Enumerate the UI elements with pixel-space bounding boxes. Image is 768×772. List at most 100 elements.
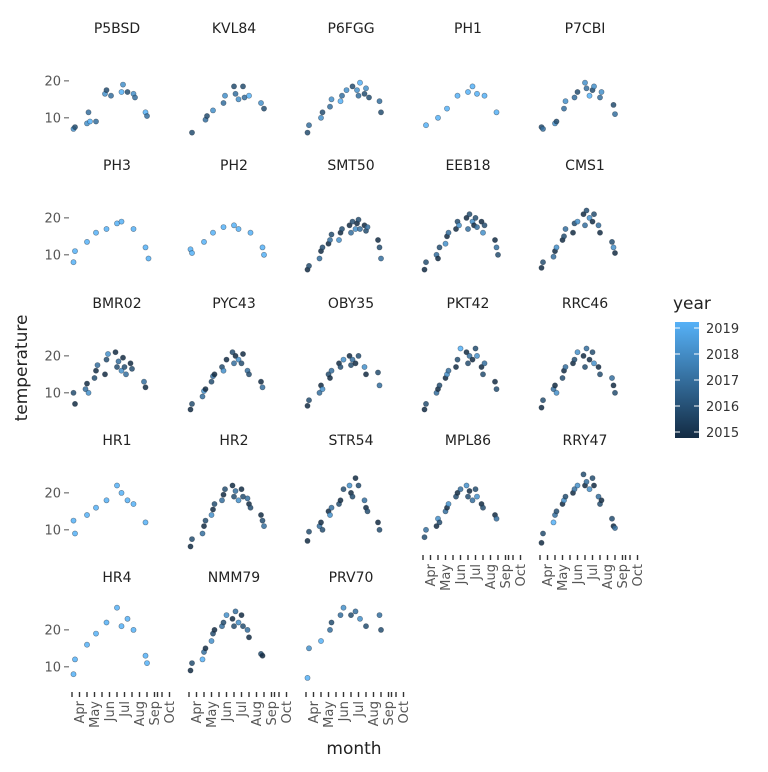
data-point (247, 504, 254, 511)
data-point (187, 406, 194, 413)
data-point (130, 501, 137, 507)
data-point (436, 519, 443, 526)
data-point (220, 224, 227, 230)
data-point (232, 90, 239, 97)
data-point (235, 226, 242, 232)
data-point (93, 229, 99, 236)
data-point (363, 623, 369, 630)
data-point (85, 109, 92, 116)
data-point (127, 360, 134, 367)
data-point (436, 244, 443, 251)
data-point (571, 356, 578, 363)
data-point (469, 356, 476, 363)
data-point (366, 94, 372, 101)
data-point (591, 482, 597, 489)
data-point (85, 389, 92, 396)
data-point (210, 229, 216, 236)
legend-title: year (673, 294, 711, 314)
data-point (352, 608, 359, 615)
data-point (540, 259, 546, 266)
data-point (118, 367, 125, 374)
data-point (204, 113, 210, 119)
data-point (189, 250, 195, 256)
data-point (538, 404, 545, 411)
data-point (466, 352, 473, 359)
facet-panel: KVL84 (189, 21, 267, 136)
data-point (591, 360, 597, 367)
x-tick-label: Sep (616, 564, 631, 589)
data-point (70, 671, 77, 678)
data-point (466, 211, 473, 218)
data-point (246, 634, 252, 641)
data-point (363, 371, 369, 378)
data-point (124, 497, 131, 504)
data-point (72, 656, 78, 663)
data-point (210, 107, 216, 114)
facet-panel: SMT50 (304, 158, 384, 273)
facet-title: MPL86 (445, 433, 491, 449)
data-point (456, 222, 462, 229)
data-point (211, 371, 218, 378)
data-point (340, 356, 347, 363)
data-point (123, 371, 129, 378)
data-point (304, 402, 311, 409)
x-tick-label: Jun (103, 701, 118, 722)
x-tick-label: Jul (586, 564, 601, 581)
data-point (598, 497, 605, 504)
legend-label: 2018 (706, 348, 739, 363)
data-point (346, 482, 353, 489)
facet-panel: OBY35 (304, 296, 383, 409)
x-tick-label: Oct (163, 701, 178, 723)
data-point (202, 517, 209, 524)
data-point (574, 89, 581, 95)
data-point (583, 478, 590, 485)
x-tick-label: Apr (307, 700, 322, 723)
data-point (187, 667, 194, 674)
x-tick-label: Aug (601, 564, 616, 589)
data-point (586, 486, 593, 493)
facet-title: PH3 (103, 158, 131, 174)
x-tick-label: Jun (454, 564, 469, 585)
facet-panel: PH3 10 20 (44, 158, 152, 266)
data-point (208, 378, 215, 385)
data-point (586, 92, 593, 99)
data-point (597, 229, 603, 236)
data-point (306, 397, 312, 404)
data-point (229, 349, 236, 356)
data-point (355, 482, 362, 489)
data-point (235, 497, 242, 504)
data-point (246, 371, 252, 378)
data-point (363, 85, 369, 92)
facet-panel: HR1 10 20 (44, 433, 149, 538)
x-tick-label: Aug (367, 701, 382, 726)
data-point (421, 534, 428, 541)
facet-panel: RRY47 Apr May Jun Jul Aug Sep Oct (538, 433, 646, 591)
data-point (445, 367, 452, 374)
data-point (87, 118, 93, 125)
data-point (115, 358, 122, 365)
data-point (609, 238, 615, 245)
x-tick-label: Jul (235, 701, 250, 718)
data-point (480, 504, 486, 511)
data-point (258, 378, 264, 385)
x-tick-label: Jun (571, 564, 586, 585)
facet-panel: HR4 10 20 Apr May Jun Jul Aug Sep Oct (44, 570, 178, 728)
data-point (571, 94, 578, 101)
data-point (349, 493, 356, 500)
data-point (328, 231, 335, 238)
data-point (421, 266, 428, 273)
data-point (103, 619, 110, 626)
data-point (120, 354, 126, 361)
data-point (343, 87, 350, 93)
data-point (423, 259, 429, 266)
data-point (375, 369, 381, 376)
data-point (211, 627, 218, 633)
data-point (235, 96, 242, 103)
data-point (118, 489, 125, 496)
data-point (84, 380, 90, 387)
data-point (244, 495, 251, 502)
facet-panel: PKT42 (421, 296, 500, 413)
data-point (478, 364, 485, 370)
data-point (232, 608, 239, 615)
